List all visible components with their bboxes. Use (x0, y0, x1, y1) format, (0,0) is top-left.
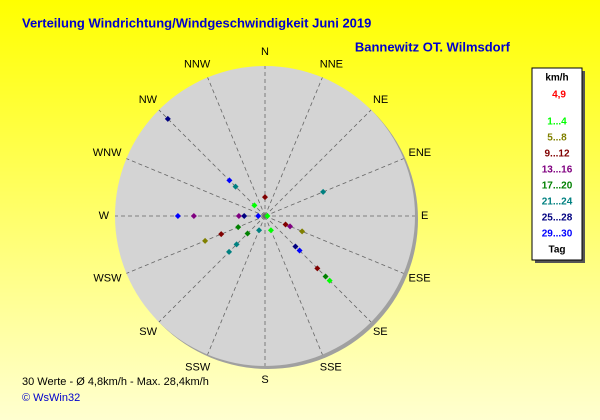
data-point (226, 177, 233, 184)
data-point (218, 231, 225, 238)
data-point (164, 115, 171, 122)
data-point (287, 223, 294, 230)
spoke (207, 77, 266, 217)
compass-label: ENE (409, 147, 432, 159)
compass-label: W (99, 210, 110, 222)
data-point (292, 243, 299, 250)
data-point (244, 230, 251, 237)
spoke (264, 215, 372, 323)
compass-label: NW (139, 94, 158, 106)
data-point (241, 213, 248, 219)
data-point (226, 248, 233, 255)
data-point (262, 194, 268, 201)
footer: 30 Werte - Ø 4,8km/h - Max. 28,4km/h (22, 376, 209, 388)
data-point (255, 213, 262, 219)
spoke (207, 215, 266, 355)
data-point (320, 188, 327, 195)
data-point (174, 213, 181, 219)
compass-label: WNW (93, 147, 122, 159)
legend-label: 29...30 (542, 229, 573, 240)
compass-label: S (261, 374, 268, 386)
compass-label: WSW (93, 273, 122, 285)
data-point (256, 227, 263, 234)
chart-subtitle: Bannewitz OT. Wilmsdorf (355, 39, 511, 54)
data-point (233, 241, 240, 248)
spoke (264, 215, 323, 355)
spoke (264, 109, 372, 217)
compass-label: N (261, 46, 269, 58)
legend-label: 25...28 (542, 213, 573, 224)
spoke (126, 158, 266, 217)
data-point (251, 202, 258, 209)
compass-label: NNW (184, 58, 211, 70)
legend-label: 21...24 (542, 197, 573, 208)
data-point (190, 213, 197, 219)
compass-label: ESE (409, 273, 431, 285)
legend-label: 17...20 (542, 181, 573, 192)
data-point (267, 227, 274, 234)
credit: © WsWin32 (22, 392, 80, 404)
data-point (264, 213, 271, 219)
legend-label: 5...8 (547, 133, 567, 144)
compass-label: NNE (320, 58, 343, 70)
data-point (322, 273, 329, 280)
data-point (299, 228, 306, 235)
compass-label: SSE (320, 361, 342, 373)
compass-label: SE (373, 326, 388, 338)
legend-label: 1...4 (547, 117, 567, 128)
data-point (314, 265, 321, 272)
legend-note: 4,9 (552, 90, 566, 101)
legend-label: 13...16 (542, 165, 573, 176)
legend-footer: Tag (548, 245, 565, 256)
legend-title: km/h (545, 73, 568, 84)
data-point (296, 247, 303, 254)
spoke (264, 158, 404, 217)
spoke (126, 215, 266, 274)
compass-label: E (421, 210, 428, 222)
compass-label: SSW (185, 361, 211, 373)
data-point (235, 213, 242, 219)
data-point (202, 237, 209, 244)
spoke (158, 109, 266, 217)
data-point (326, 277, 333, 284)
spoke (264, 77, 323, 217)
data-point (235, 224, 242, 231)
chart-title: Verteilung Windrichtung/Windgeschwindigk… (22, 15, 371, 30)
data-point (232, 183, 239, 190)
legend-label: 9...12 (544, 149, 569, 160)
compass-label: SW (139, 326, 157, 338)
data-point (282, 221, 289, 228)
compass-label: NE (373, 94, 388, 106)
legend (531, 67, 583, 261)
